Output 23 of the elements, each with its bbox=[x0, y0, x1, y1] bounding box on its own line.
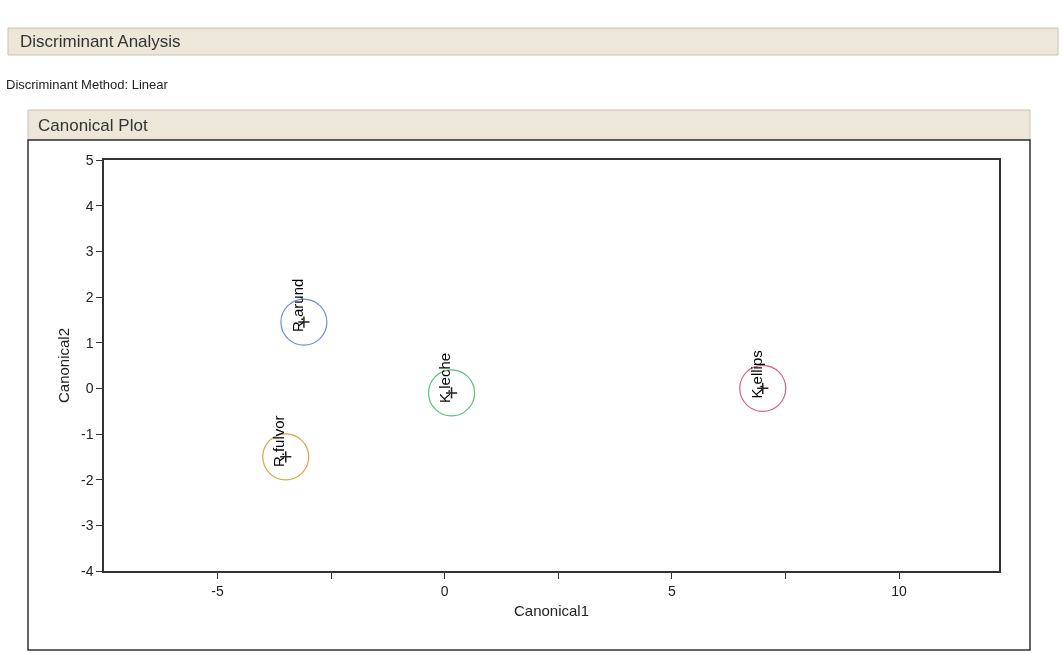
x-axis-title: Canonical1 bbox=[513, 602, 590, 620]
x-tick-label: 5 bbox=[667, 582, 676, 599]
y-tick-label: -1 bbox=[81, 425, 94, 442]
x-tick-label: 10 bbox=[891, 582, 908, 599]
text: K.leche bbox=[436, 352, 454, 403]
text: R.arund bbox=[288, 278, 306, 333]
x-tick-label: 0 bbox=[440, 582, 449, 599]
text: Canonical Plot bbox=[38, 116, 148, 135]
y-tick-label: 4 bbox=[85, 197, 94, 214]
y-tick-label: 0 bbox=[85, 380, 94, 397]
y-tick-label: 3 bbox=[85, 243, 94, 260]
chart-subtitle: Discriminant Method: Linear bbox=[6, 77, 169, 92]
y-tick-label: 5 bbox=[85, 151, 94, 168]
text: R.fulvor bbox=[270, 415, 288, 468]
x-tick-label: -5 bbox=[211, 582, 225, 599]
chart-title: Discriminant Analysis bbox=[20, 32, 181, 51]
y-tick-label: -3 bbox=[81, 517, 94, 534]
y-axis-title: Canonical2 bbox=[54, 327, 72, 404]
y-tick-label: 2 bbox=[85, 288, 94, 305]
y-tick-label: 1 bbox=[85, 334, 94, 351]
y-tick-label: -4 bbox=[81, 562, 94, 579]
y-tick-label: -2 bbox=[81, 471, 94, 488]
text: K.ellips bbox=[747, 350, 765, 399]
